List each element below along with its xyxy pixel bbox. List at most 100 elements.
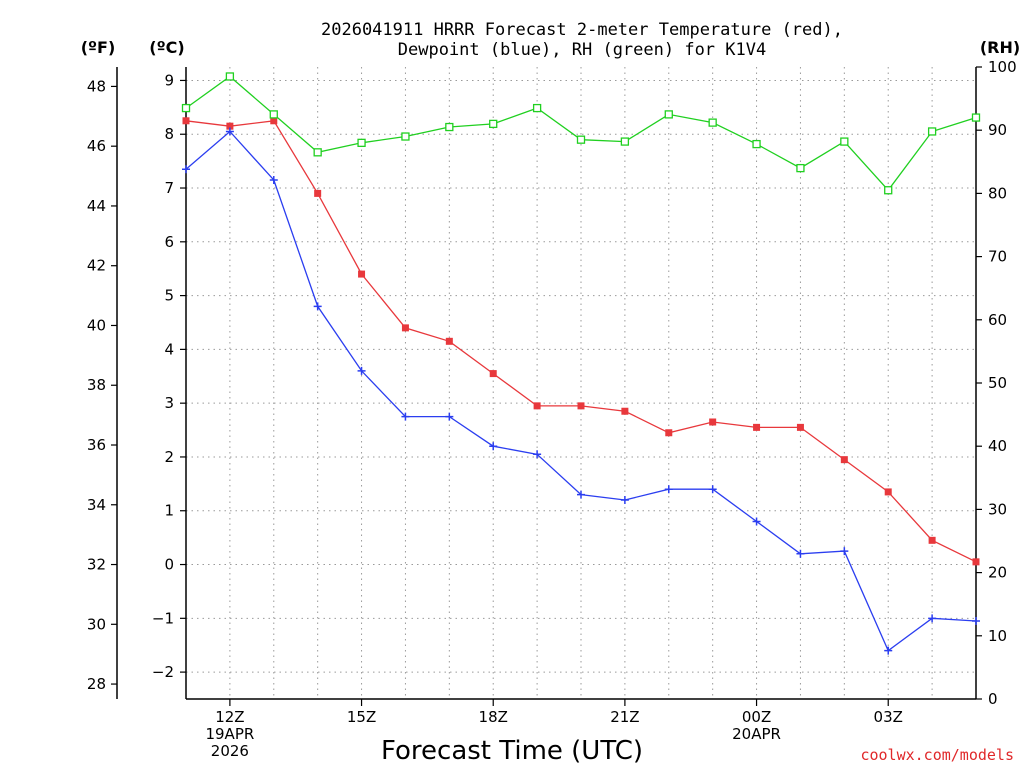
rh-tick-label-6: 40: [988, 437, 1007, 455]
temperature-point-16: [884, 488, 892, 496]
temperature-series: [182, 117, 980, 566]
x-tick-label-4-0: 00Z: [742, 708, 771, 726]
dewpoint-point-9: [577, 490, 585, 499]
celsius-tick-label-7: 2: [164, 448, 174, 466]
dewpoint-point-12: [708, 485, 717, 494]
x-tick-label-3-0: 21Z: [610, 708, 639, 726]
fahrenheit-tick-label-2: 44: [87, 197, 106, 215]
dewpoint-point-6: [445, 412, 454, 421]
dewpoint-point-0: [182, 165, 190, 174]
fahrenheit-tick-label-10: 28: [87, 675, 106, 693]
celsius-tick-label-5: 4: [164, 340, 174, 358]
dewpoint-point-18: [972, 617, 980, 626]
rh-tick-label-4: 60: [988, 311, 1007, 329]
celsius-tick-label-3: 6: [164, 233, 174, 251]
rh-point-5: [401, 132, 410, 141]
fahrenheit-tick-label-7: 34: [87, 496, 106, 514]
chart-title-line-2: Dewpoint (blue), RH (green) for K1V4: [398, 40, 766, 60]
dewpoint-point-5: [401, 412, 410, 421]
rh-point-10: [620, 137, 630, 146]
celsius-tick-label-10: −1: [152, 609, 174, 627]
x-tick-label-4-1: 20APR: [732, 725, 781, 743]
fahrenheit-tick-label-0: 48: [87, 77, 106, 95]
temperature-point-5: [401, 324, 409, 332]
rh-tick-label-3: 70: [988, 248, 1007, 266]
temperature-point-2: [270, 117, 278, 125]
temperature-point-13: [753, 423, 761, 431]
rh-tick-label-1: 90: [988, 121, 1007, 139]
temperature-point-11: [665, 429, 673, 437]
rh-point-17: [927, 127, 937, 136]
axes: [116, 67, 977, 700]
temperature-point-0: [182, 117, 190, 125]
fahrenheit-tick-label-1: 46: [87, 137, 106, 155]
x-tick-label-1-0: 15Z: [347, 708, 376, 726]
dewpoint-point-8: [533, 450, 542, 459]
rh-point-2: [269, 110, 278, 119]
temperature-point-18: [972, 558, 980, 566]
rh-point-6: [445, 122, 454, 132]
rh-tick-label-8: 20: [988, 564, 1007, 582]
dewpoint-point-7: [489, 442, 498, 451]
fahrenheit-tick-label-5: 38: [87, 376, 106, 394]
grid-lines: [186, 67, 976, 699]
dewpoint-point-2: [269, 175, 278, 184]
celsius-tick-label-4: 5: [164, 287, 174, 305]
temperature-point-8: [533, 402, 541, 410]
temperature-point-12: [709, 418, 717, 426]
temperature-point-3: [314, 189, 322, 197]
temperature-point-14: [796, 423, 804, 431]
x-tick-label-5-0: 03Z: [874, 708, 903, 726]
fahrenheit-unit-label: (ºF): [81, 38, 116, 57]
rh-tick-label-7: 30: [988, 500, 1007, 518]
fahrenheit-tick-label-9: 30: [87, 615, 106, 633]
dewpoint-point-1: [225, 127, 234, 136]
rh-point-8: [532, 103, 542, 113]
fahrenheit-tick-label-8: 32: [87, 556, 106, 574]
rh-point-18: [971, 113, 981, 122]
rh-point-13: [752, 139, 761, 149]
dewpoint-line: [185, 130, 977, 652]
dewpoint-point-14: [796, 549, 805, 558]
dewpoint-point-13: [752, 517, 761, 526]
rh-point-14: [796, 163, 805, 173]
rh-point-9: [576, 135, 586, 144]
celsius-tick-label-2: 7: [164, 179, 174, 197]
rh-point-4: [357, 138, 366, 147]
temperature-point-4: [358, 270, 366, 278]
rh-point-16: [884, 186, 893, 195]
temperature-point-15: [840, 456, 848, 464]
fahrenheit-axis-ticks: 48 46 44 42 40 38 36 34 32 30 28: [87, 77, 117, 693]
celsius-unit-label: (ºC): [149, 38, 184, 57]
fahrenheit-tick-label-3: 42: [87, 257, 106, 275]
rh-point-3: [313, 148, 322, 157]
credit-text: coolwx.com/models: [860, 746, 1014, 764]
rh-point-12: [708, 118, 717, 127]
temperature-point-1: [226, 122, 234, 130]
rh-tick-label-5: 50: [988, 374, 1007, 392]
dewpoint-point-11: [664, 485, 673, 494]
temperature-point-17: [928, 536, 936, 544]
dewpoint-series: [182, 127, 980, 655]
celsius-axis-ticks: 9 8 7 6 5 4 3 2 1 0 −1 −2: [152, 71, 186, 681]
rh-point-0: [181, 103, 191, 113]
chart-title-line-1: 2026041911 HRRR Forecast 2-meter Tempera…: [321, 20, 843, 40]
rh-tick-label-0: 100: [988, 58, 1017, 76]
celsius-tick-label-6: 3: [164, 394, 174, 412]
x-tick-label-0-0: 12Z: [215, 708, 244, 726]
celsius-tick-label-1: 8: [164, 125, 174, 143]
celsius-tick-label-0: 9: [164, 71, 174, 89]
rh-point-11: [664, 110, 673, 119]
dewpoint-point-16: [884, 646, 893, 655]
x-tick-label-0-2: 2026: [211, 742, 249, 760]
temperature-point-7: [489, 370, 497, 378]
celsius-tick-label-8: 1: [164, 502, 174, 520]
dewpoint-point-15: [840, 547, 849, 556]
series-layer: [181, 72, 981, 655]
dewpoint-point-17: [928, 614, 937, 623]
fahrenheit-tick-label-4: 40: [87, 316, 106, 334]
